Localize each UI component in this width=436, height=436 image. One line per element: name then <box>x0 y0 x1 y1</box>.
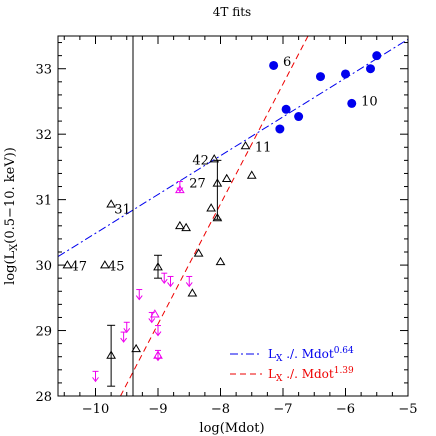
series-magenta-arrows <box>92 181 193 383</box>
fit-line-1 <box>120 36 309 396</box>
data-point-triangle <box>175 184 185 194</box>
data-point-triangle <box>187 288 198 297</box>
point-annotation-label: 27 <box>189 176 206 191</box>
upper-limit-arrowhead <box>167 282 174 288</box>
legend-label-1: LX ./. Mdot1.39 <box>268 366 354 384</box>
data-point-triangle <box>175 220 185 230</box>
legend-label-0: LX ./. Mdot0.64 <box>268 346 354 364</box>
data-point-circle <box>281 104 291 114</box>
axis-ticks: −10 −9 −8 −7 −6 −5 28 29 30 31 32 33 <box>35 36 418 417</box>
data-point-circle <box>341 69 350 79</box>
series-blue-dots <box>269 51 382 134</box>
data-point-circle <box>316 72 325 82</box>
data-point-triangle <box>153 350 163 359</box>
point-annotation-label: 6 <box>283 55 291 70</box>
upper-limit-arrowhead <box>160 278 168 285</box>
y-tick-label: 32 <box>35 128 52 143</box>
data-point-circle <box>347 98 357 108</box>
data-point-triangle <box>209 154 220 163</box>
legend-label-sub: X <box>276 354 283 364</box>
legend-label-sup: 1.39 <box>334 366 354 376</box>
legend-label-main: L <box>268 347 276 361</box>
chart-title: 4T fits <box>213 5 251 19</box>
y-axis-label: log(LX(0.5−10. keV)) <box>3 147 20 285</box>
series-black-triangles-errorbars <box>106 159 223 387</box>
plot-content: 6 10 11 42 27 31 47 45 <box>58 36 408 396</box>
y-tick-label: 28 <box>35 390 52 405</box>
point-annotation-label: 47 <box>71 259 88 274</box>
legend-label-sub: X <box>276 374 283 384</box>
x-tick-label: −8 <box>211 402 230 417</box>
data-point-triangle <box>246 170 257 179</box>
upper-limit-arrowhead <box>154 331 162 337</box>
legend-label-sup: 0.64 <box>334 346 354 356</box>
data-point-triangle <box>106 350 116 359</box>
data-point-triangle <box>131 343 141 353</box>
legend-label-mid: ./. Mdot <box>282 347 333 361</box>
y-axis-label-main: log(L <box>3 250 18 284</box>
y-axis-label-rest: (0.5−10. keV)) <box>3 147 18 244</box>
legend-label-mid: ./. Mdot <box>282 367 333 381</box>
point-annotation-label: 45 <box>108 259 125 274</box>
y-tick-label: 33 <box>35 63 52 78</box>
upper-limit-arrowhead <box>120 337 128 343</box>
data-point-circle <box>366 64 375 74</box>
point-annotation-label: 42 <box>192 153 209 168</box>
data-point-circle <box>269 60 279 70</box>
data-point-triangle <box>181 222 191 232</box>
upper-limit-arrowhead <box>135 295 143 301</box>
data-point-triangle <box>206 203 216 212</box>
data-point-triangle <box>240 140 251 150</box>
upper-limit-arrowhead <box>148 318 156 324</box>
y-tick-label: 30 <box>35 259 52 274</box>
y-tick-label: 31 <box>35 194 52 209</box>
data-point-triangle <box>212 212 223 222</box>
y-axis-label-sub: X <box>9 243 20 251</box>
data-point-triangle <box>221 173 232 182</box>
x-tick-label: −7 <box>273 402 292 417</box>
upper-limit-arrowhead <box>123 327 131 334</box>
x-tick-label: −9 <box>148 402 167 417</box>
x-tick-label: −6 <box>336 402 355 417</box>
series-magenta-triangles <box>150 184 185 359</box>
x-axis-label: log(Mdot) <box>199 421 264 436</box>
data-point-triangle <box>100 260 110 269</box>
legend-label-main: L <box>268 367 276 381</box>
point-annotation-label: 10 <box>361 94 378 109</box>
point-annotation-label: 11 <box>255 140 272 155</box>
fit-line-0 <box>58 38 408 258</box>
x-tick-label: −10 <box>82 402 109 417</box>
data-point-circle <box>275 124 285 134</box>
data-point-triangle <box>150 309 160 318</box>
upper-limit-arrowhead <box>92 377 99 383</box>
data-point-triangle <box>106 199 116 208</box>
data-point-circle <box>372 51 382 61</box>
plot-area: 6 10 11 42 27 31 47 45 <box>58 36 408 396</box>
y-tick-label: 29 <box>35 325 52 340</box>
data-point-triangle <box>212 178 223 187</box>
upper-limit-arrowhead <box>185 282 193 288</box>
data-point-circle <box>294 112 304 122</box>
data-point-triangle <box>153 262 163 271</box>
series-black-triangles <box>62 140 257 297</box>
data-point-triangle <box>193 248 204 257</box>
x-tick-label: −5 <box>398 402 417 417</box>
point-annotation-label: 31 <box>114 202 131 217</box>
plot-frame <box>57 35 409 397</box>
data-point-triangle <box>215 256 226 266</box>
data-point-triangle <box>62 260 73 269</box>
